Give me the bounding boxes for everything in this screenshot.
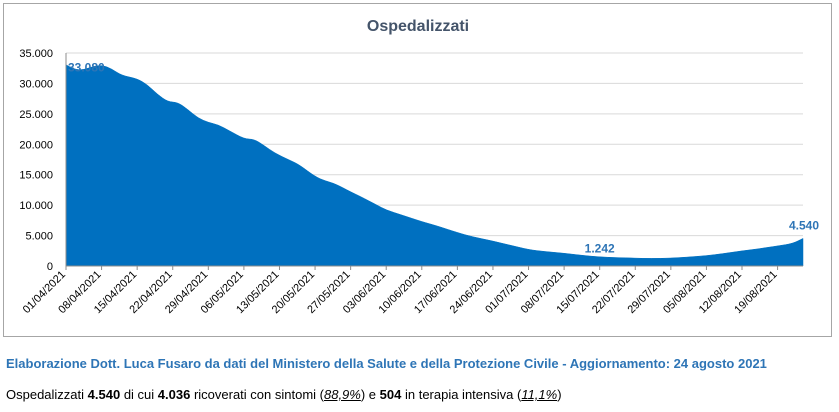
summary-symptoms-pct: 88,9% — [323, 387, 361, 402]
summary-line: Ospedalizzati 4.540 di cui 4.036 ricover… — [6, 387, 562, 402]
y-tick-label: 0 — [47, 261, 53, 273]
y-tick-label: 10.000 — [19, 200, 53, 212]
y-tick-label: 5.000 — [25, 231, 53, 243]
area-series — [65, 64, 804, 267]
summary-text-2: di cui — [120, 387, 158, 402]
area-chart: Ospedalizzati 0 5.000 10.000 15.000 20.000 25.… — [19, 18, 819, 316]
summary-text-6: ) — [557, 387, 562, 402]
summary-icu: 504 — [379, 387, 402, 402]
source-caption: Elaborazione Dott. Luca Fusaro da dati d… — [6, 356, 767, 371]
summary-text-3: ricoverati con sintomi ( — [190, 387, 324, 402]
y-tick-label: 15.000 — [19, 170, 53, 182]
summary-text-1: Ospedalizzati — [6, 387, 88, 402]
chart-title: Ospedalizzati — [367, 18, 469, 35]
data-label: 33.080 — [68, 61, 105, 75]
summary-total: 4.540 — [87, 387, 121, 402]
y-tick-label: 30.000 — [19, 78, 53, 90]
y-tick-label: 25.000 — [19, 109, 53, 121]
summary-text-4: ) e — [360, 387, 380, 402]
data-label: 1.242 — [585, 241, 615, 255]
y-tick-label: 35.000 — [19, 48, 53, 60]
data-label: 4.540 — [789, 218, 819, 232]
summary-text-5: in terapia intensiva ( — [401, 387, 522, 402]
summary-symptoms: 4.036 — [157, 387, 191, 402]
summary-icu-pct: 11,1% — [521, 387, 558, 402]
y-tick-label: 20.000 — [19, 139, 53, 151]
